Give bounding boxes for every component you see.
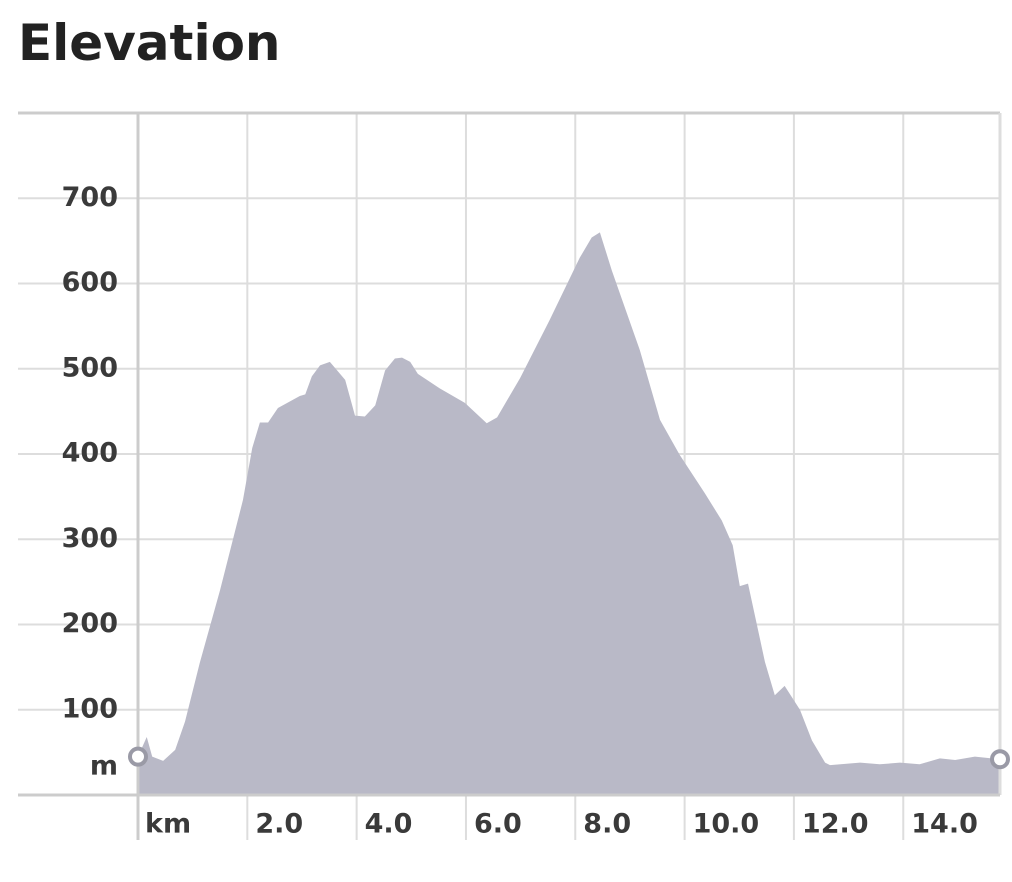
y-axis-label: m bbox=[90, 751, 118, 782]
x-tick-label: 4.0 bbox=[365, 809, 413, 840]
y-tick-label: 300 bbox=[62, 523, 118, 554]
y-tick-label: 400 bbox=[62, 438, 118, 469]
y-tick-label: 700 bbox=[62, 182, 118, 213]
x-tick-label: 8.0 bbox=[583, 809, 631, 840]
overlay: 100 200 300 400 500 600 700 2.0 4.0 6.0 8.0 10.0 12.… bbox=[62, 182, 1010, 840]
x-tick-label: 12.0 bbox=[802, 809, 869, 840]
x-tick-label: 6.0 bbox=[474, 809, 522, 840]
x-axis-label: km bbox=[145, 809, 191, 840]
x-tick-label: 2.0 bbox=[255, 809, 303, 840]
elevation-area bbox=[138, 232, 1000, 796]
x-tick-label: 10.0 bbox=[693, 809, 760, 840]
chart-title: Elevation bbox=[18, 14, 281, 72]
plot bbox=[138, 232, 1000, 796]
endpoint-marker bbox=[128, 746, 148, 767]
y-tick-label: 500 bbox=[62, 352, 118, 383]
endpoint-marker bbox=[990, 749, 1010, 770]
y-tick-label: 200 bbox=[62, 608, 118, 639]
x-tick-label: 14.0 bbox=[911, 809, 978, 840]
y-tick-label: 600 bbox=[62, 267, 118, 298]
y-tick-label: 100 bbox=[62, 693, 118, 724]
